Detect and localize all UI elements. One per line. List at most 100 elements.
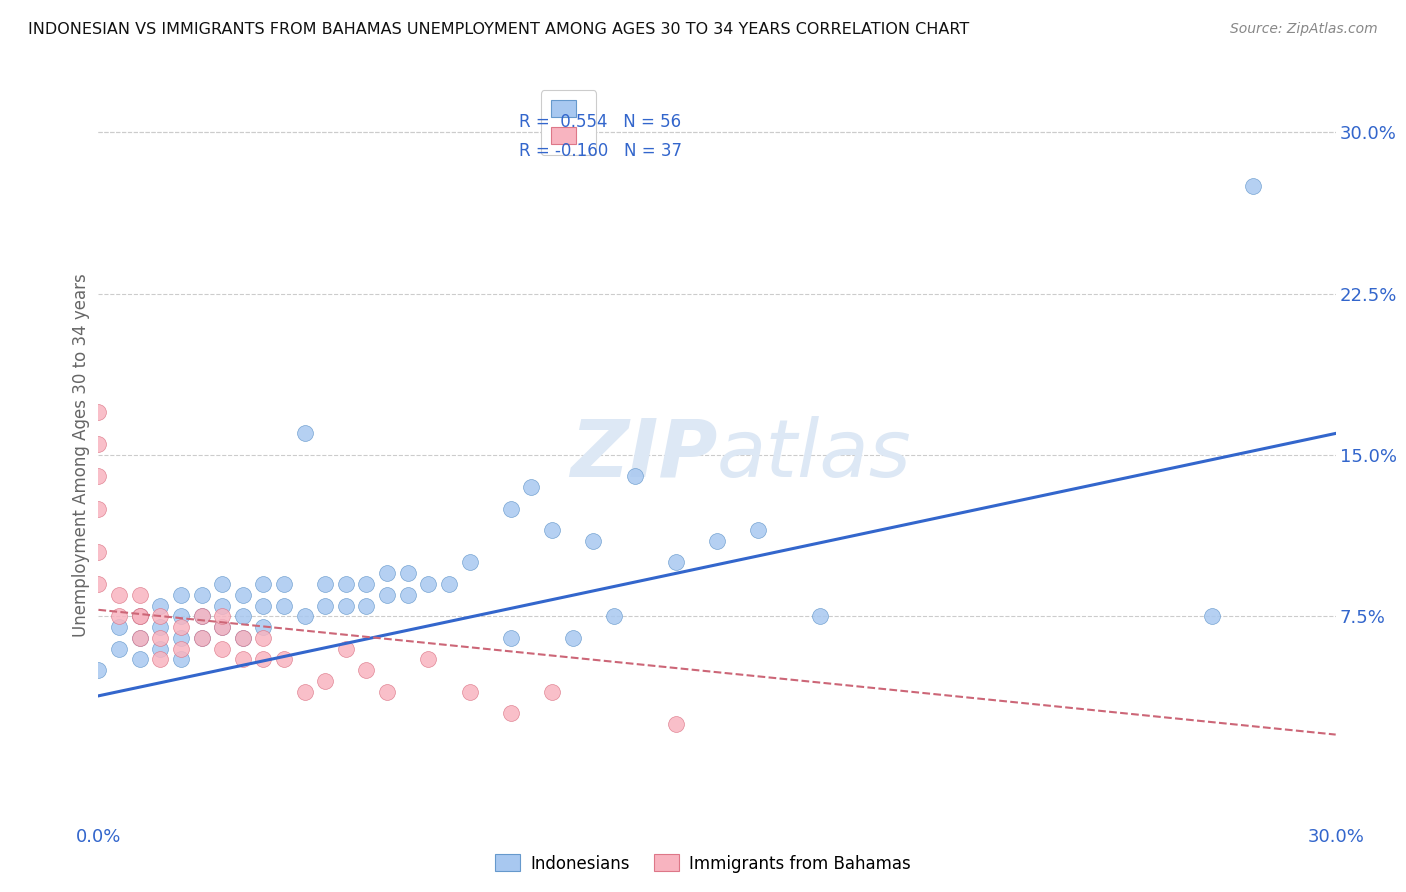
Point	[149, 620, 172, 634]
Legend: , : ,	[541, 90, 596, 155]
Point	[190, 609, 212, 624]
Point	[128, 609, 150, 624]
Point	[582, 533, 605, 548]
Point	[541, 684, 564, 698]
Point	[87, 405, 110, 419]
Point	[252, 577, 274, 591]
Point	[128, 588, 150, 602]
Point	[458, 684, 481, 698]
Point	[87, 469, 110, 483]
Point	[252, 652, 274, 666]
Point	[458, 556, 481, 570]
Point	[499, 501, 522, 516]
Point	[356, 577, 378, 591]
Point	[375, 566, 398, 581]
Legend: Indonesians, Immigrants from Bahamas: Indonesians, Immigrants from Bahamas	[488, 847, 918, 880]
Point	[375, 684, 398, 698]
Point	[87, 663, 110, 677]
Y-axis label: Unemployment Among Ages 30 to 34 years: Unemployment Among Ages 30 to 34 years	[72, 273, 90, 637]
Point	[170, 620, 193, 634]
Point	[87, 545, 110, 559]
Point	[211, 609, 233, 624]
Point	[87, 437, 110, 451]
Point	[232, 609, 254, 624]
Point	[252, 599, 274, 613]
Point	[294, 426, 316, 441]
Point	[418, 652, 440, 666]
Point	[232, 588, 254, 602]
Point	[128, 609, 150, 624]
Point	[561, 631, 583, 645]
Point	[252, 631, 274, 645]
Point	[808, 609, 831, 624]
Text: atlas: atlas	[717, 416, 912, 494]
Point	[211, 620, 233, 634]
Point	[294, 684, 316, 698]
Point	[375, 588, 398, 602]
Point	[170, 609, 193, 624]
Point	[128, 631, 150, 645]
Point	[356, 599, 378, 613]
Point	[541, 523, 564, 537]
Point	[396, 588, 419, 602]
Point	[232, 631, 254, 645]
Text: Source: ZipAtlas.com: Source: ZipAtlas.com	[1230, 22, 1378, 37]
Point	[314, 577, 336, 591]
Point	[335, 641, 357, 656]
Text: INDONESIAN VS IMMIGRANTS FROM BAHAMAS UNEMPLOYMENT AMONG AGES 30 TO 34 YEARS COR: INDONESIAN VS IMMIGRANTS FROM BAHAMAS UN…	[28, 22, 969, 37]
Point	[128, 609, 150, 624]
Point	[149, 599, 172, 613]
Point	[87, 577, 110, 591]
Point	[170, 641, 193, 656]
Point	[623, 469, 645, 483]
Point	[170, 652, 193, 666]
Point	[499, 631, 522, 645]
Point	[356, 663, 378, 677]
Point	[170, 631, 193, 645]
Point	[396, 566, 419, 581]
Point	[335, 577, 357, 591]
Point	[108, 620, 131, 634]
Point	[273, 577, 295, 591]
Point	[170, 588, 193, 602]
Point	[149, 641, 172, 656]
Point	[190, 631, 212, 645]
Point	[190, 631, 212, 645]
Point	[499, 706, 522, 720]
Point	[211, 641, 233, 656]
Point	[149, 631, 172, 645]
Point	[665, 556, 688, 570]
Point	[128, 631, 150, 645]
Point	[437, 577, 460, 591]
Text: R =  0.554   N = 56: R = 0.554 N = 56	[519, 113, 682, 131]
Point	[273, 652, 295, 666]
Point	[294, 609, 316, 624]
Point	[273, 599, 295, 613]
Point	[108, 641, 131, 656]
Point	[128, 652, 150, 666]
Point	[706, 533, 728, 548]
Point	[1241, 179, 1264, 194]
Point	[108, 588, 131, 602]
Point	[314, 599, 336, 613]
Text: ZIP: ZIP	[569, 416, 717, 494]
Point	[418, 577, 440, 591]
Point	[665, 716, 688, 731]
Point	[190, 588, 212, 602]
Point	[211, 577, 233, 591]
Point	[87, 501, 110, 516]
Point	[211, 620, 233, 634]
Point	[335, 599, 357, 613]
Point	[314, 673, 336, 688]
Point	[1201, 609, 1223, 624]
Text: R = -0.160   N = 37: R = -0.160 N = 37	[519, 143, 682, 161]
Point	[232, 652, 254, 666]
Point	[149, 652, 172, 666]
Point	[232, 631, 254, 645]
Point	[149, 609, 172, 624]
Point	[190, 609, 212, 624]
Point	[520, 480, 543, 494]
Point	[252, 620, 274, 634]
Point	[108, 609, 131, 624]
Point	[747, 523, 769, 537]
